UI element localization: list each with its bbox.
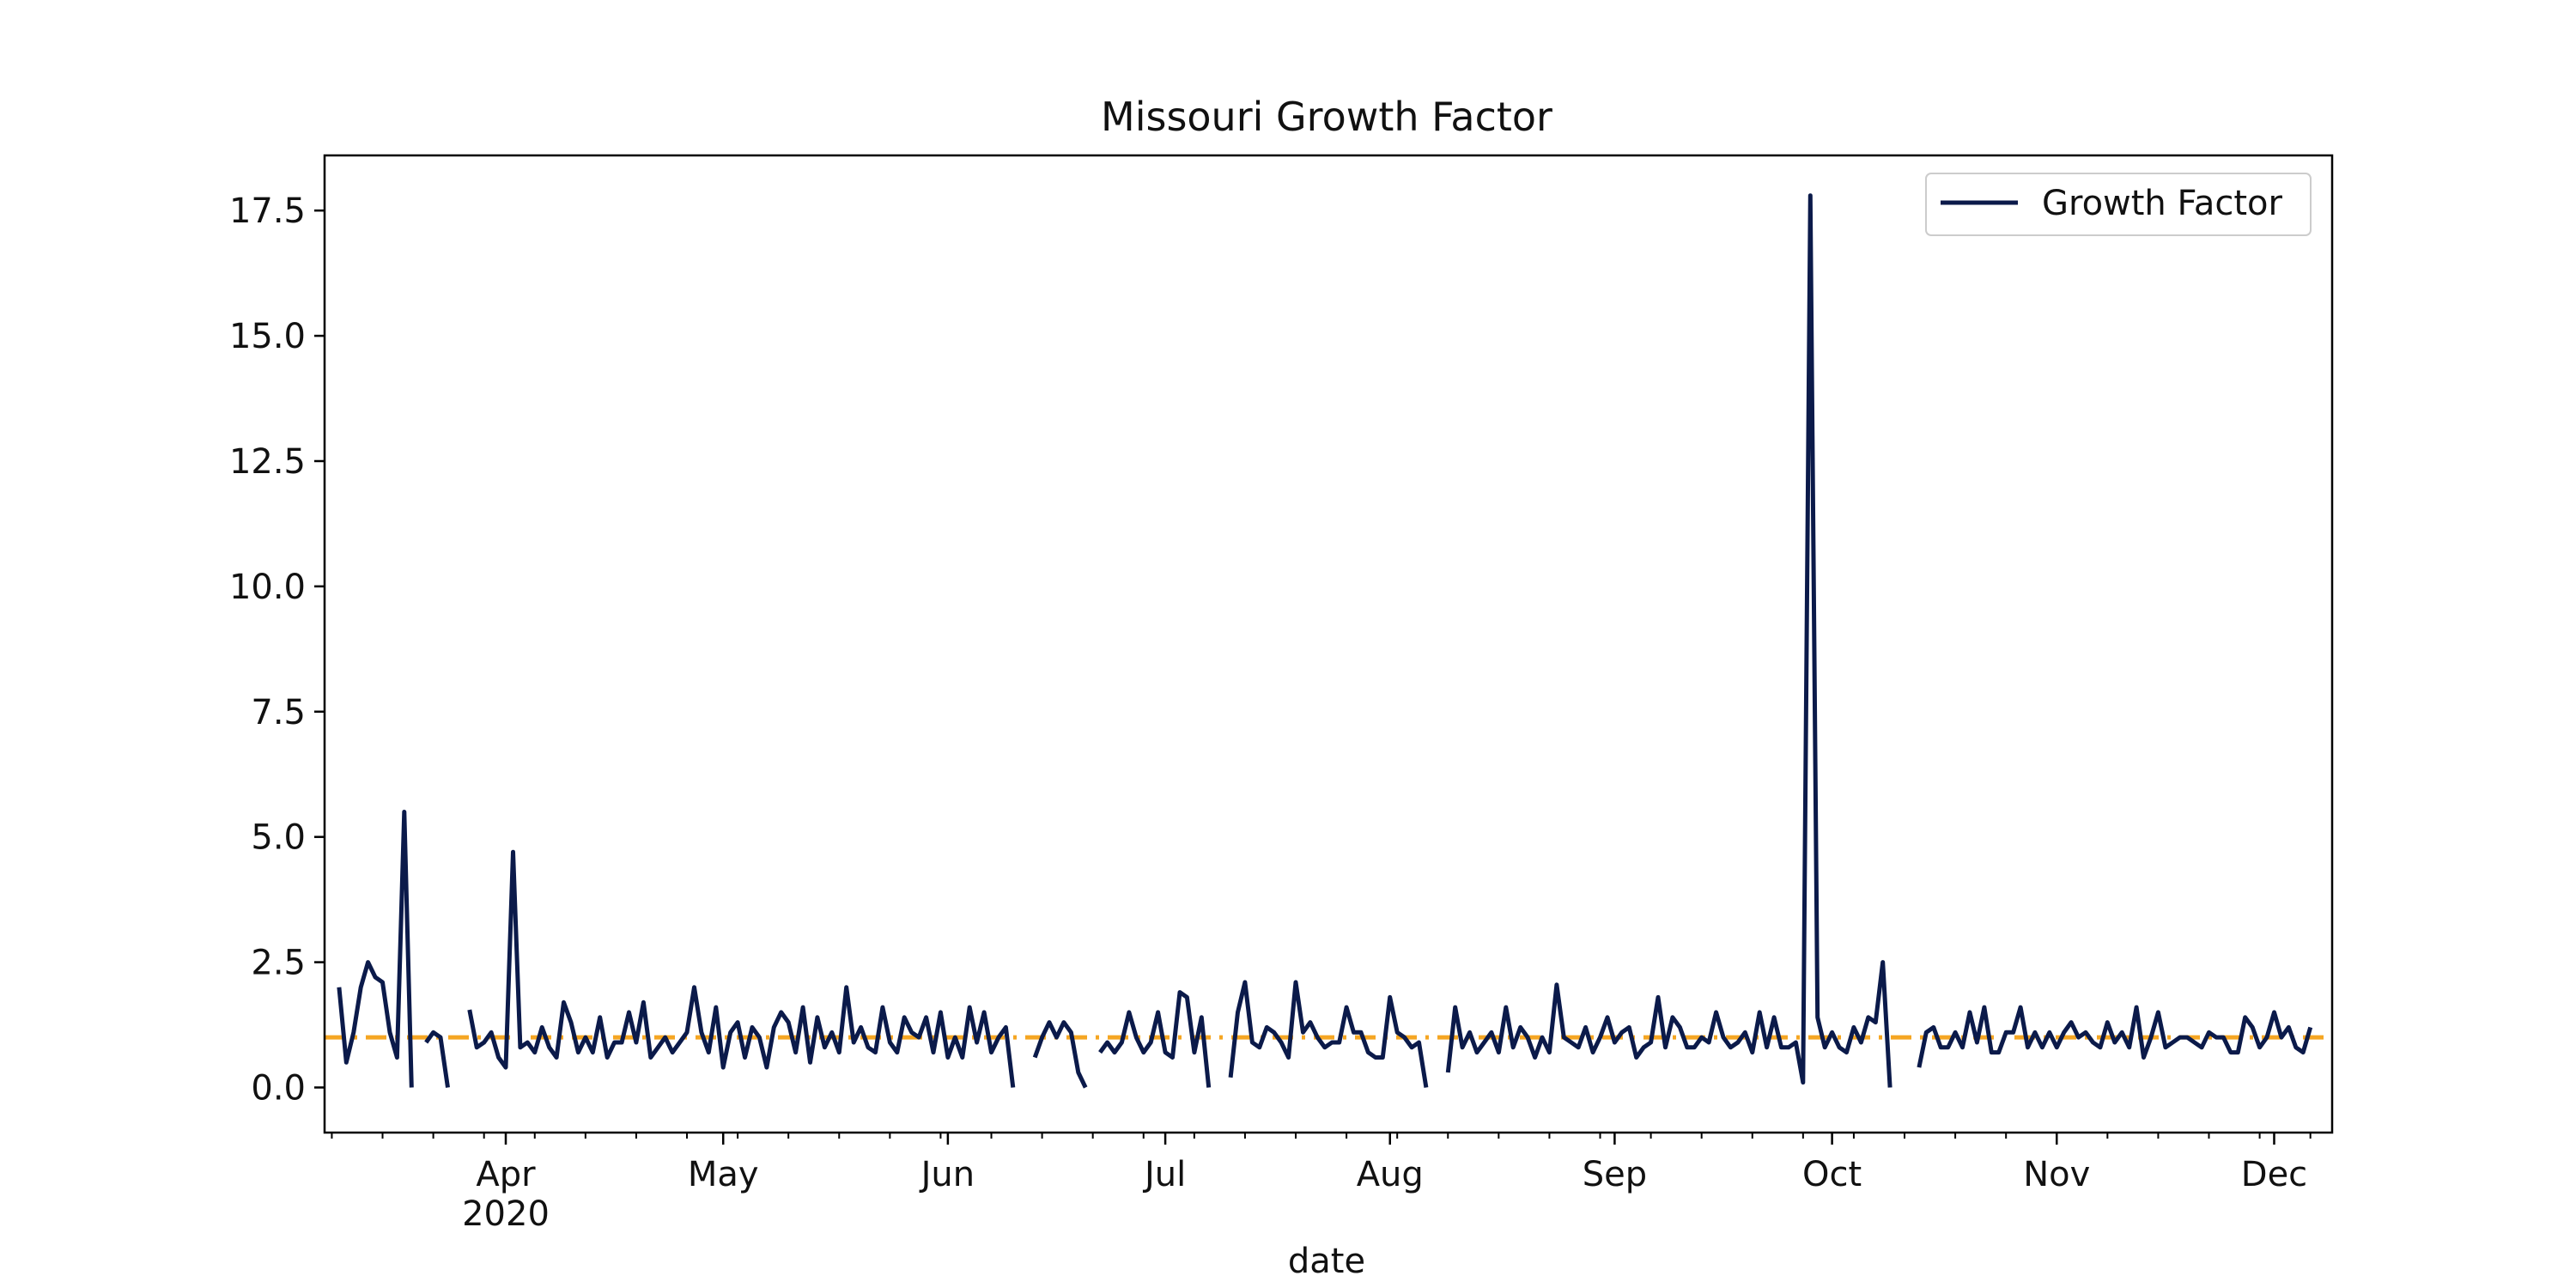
x-tick-label: Nov [2023, 1155, 2090, 1194]
plot-frame [323, 154, 2334, 1134]
series-line-segment-6 [1445, 193, 1893, 1088]
x-tick-label: Apr [476, 1155, 536, 1194]
x-tick-label: Aug [1357, 1155, 1424, 1194]
legend-label-growth-factor: Growth Factor [2042, 184, 2282, 223]
series-line-segment-1 [424, 1030, 450, 1088]
x-tick-label: May [688, 1155, 759, 1194]
series-line-segment-4 [1098, 990, 1212, 1088]
x-tick-label: Jun [919, 1155, 975, 1194]
y-tick-label: 17.5 [229, 191, 306, 231]
series-line-segment-2 [467, 849, 1016, 1088]
legend: Growth Factor [1925, 173, 2312, 236]
series-line-segment-0 [337, 810, 414, 1088]
series-line-segment-3 [1032, 1020, 1088, 1089]
series-line-segment-7 [1917, 1005, 2313, 1068]
legend-box [1925, 173, 2312, 236]
y-tick-label: 5.0 [251, 818, 306, 858]
y-tick-label: 2.5 [251, 944, 306, 983]
x-axis-label: date [1288, 1242, 1365, 1281]
x-tick-label: Dec [2241, 1155, 2307, 1194]
y-tick-label: 7.5 [251, 693, 306, 732]
x-tick-sublabel: 2020 [462, 1194, 550, 1234]
chart-title: Missouri Growth Factor [1101, 94, 1552, 140]
y-tick-label: 12.5 [229, 442, 306, 482]
y-tick-label: 15.0 [229, 317, 306, 356]
x-tick-label: Sep [1583, 1155, 1647, 1194]
x-tick-label: Jul [1142, 1155, 1186, 1194]
y-tick-label: 0.0 [251, 1068, 306, 1108]
plot-area [325, 193, 2332, 1089]
x-tick-label: Oct [1802, 1155, 1862, 1194]
y-tick-label: 10.0 [229, 568, 306, 607]
series-line-segment-5 [1228, 980, 1429, 1088]
